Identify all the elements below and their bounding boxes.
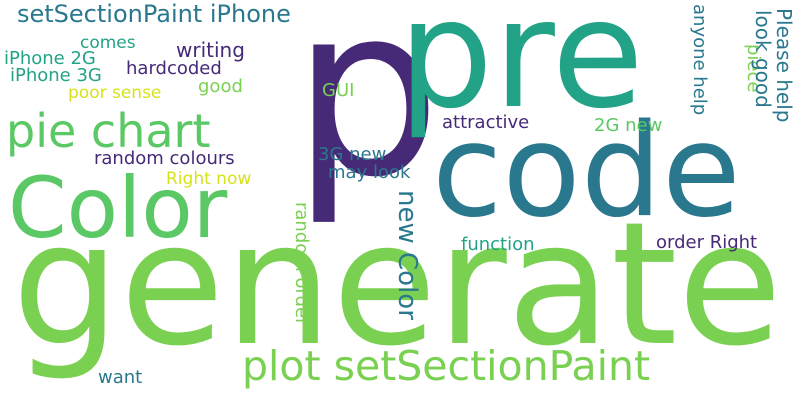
word-code: code	[432, 97, 741, 246]
word-new-color: new Color	[392, 190, 422, 320]
word-good: good	[198, 76, 243, 97]
word-look-good: look good	[751, 10, 775, 108]
word-comes: comes	[80, 33, 136, 53]
word-color: Color	[8, 159, 228, 257]
word-please-help: Please help	[772, 8, 796, 123]
word-writing: writing	[176, 38, 245, 62]
word-2g-new: 2G new	[594, 115, 663, 136]
word-anyone-help: anyone help	[689, 4, 710, 116]
word-3g-new: 3G new	[318, 144, 387, 165]
word-attractive: attractive	[442, 112, 530, 133]
word-hardcoded: hardcoded	[126, 58, 222, 79]
word-iphone-3g: iPhone 3G	[10, 65, 102, 86]
word-want: want	[98, 367, 143, 388]
word-piece: piece	[743, 44, 764, 93]
word-iphone-2g: iPhone 2G	[4, 48, 96, 69]
word-poor-sense: poor sense	[68, 83, 162, 103]
word-setsectionpaint-iphone: setSectionPaint iPhone	[17, 0, 291, 28]
word-random-colours: random colours	[94, 148, 235, 169]
word-pre: pre	[398, 0, 644, 142]
word-order-right: order Right	[656, 232, 758, 253]
word-may-look: may look	[328, 162, 411, 183]
word-pie-chart: pie chart	[6, 104, 211, 158]
word-gui: GUI	[322, 80, 355, 101]
word-generate: generate	[12, 186, 783, 384]
word-right-now: Right now	[166, 169, 252, 189]
word-p: p	[292, 0, 442, 229]
word-function: function	[461, 234, 535, 255]
word-random-order: random order	[291, 202, 312, 326]
word-plot-setsectionpaint: plot setSectionPaint	[242, 342, 651, 390]
